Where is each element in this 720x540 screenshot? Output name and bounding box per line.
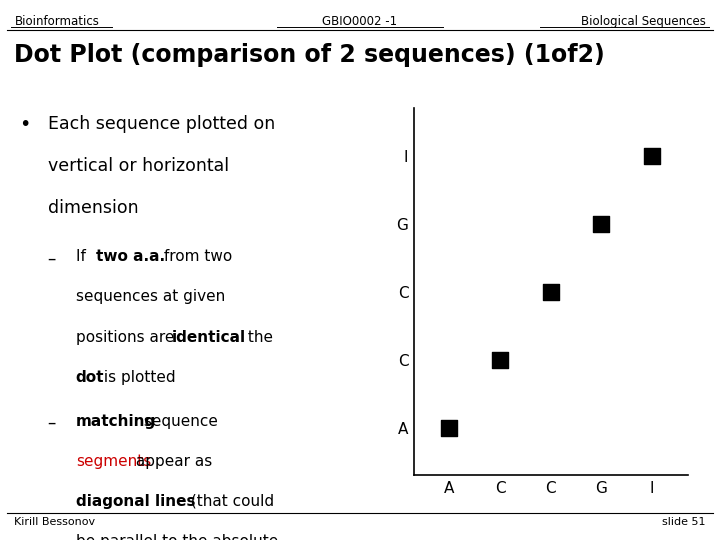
Point xyxy=(495,355,506,364)
Text: Kirill Bessonov: Kirill Bessonov xyxy=(14,517,96,528)
Point xyxy=(444,423,455,432)
Text: dimension: dimension xyxy=(48,199,138,217)
Text: sequence: sequence xyxy=(139,414,217,429)
Text: –: – xyxy=(48,249,56,267)
Text: slide 51: slide 51 xyxy=(662,517,706,528)
Text: GBIO0002 -1: GBIO0002 -1 xyxy=(323,15,397,28)
Text: diagonal lines: diagonal lines xyxy=(76,494,195,509)
Text: vertical or horizontal: vertical or horizontal xyxy=(48,157,229,175)
Text: sequences at given: sequences at given xyxy=(76,289,225,305)
Text: Bioinformatics: Bioinformatics xyxy=(14,15,99,28)
Text: Dot Plot (comparison of 2 sequences) (1of2): Dot Plot (comparison of 2 sequences) (1o… xyxy=(14,43,605,67)
Text: Biological Sequences: Biological Sequences xyxy=(581,15,706,28)
Text: segments: segments xyxy=(76,454,151,469)
Text: –: – xyxy=(48,414,56,432)
Text: (that could: (that could xyxy=(186,494,274,509)
Point xyxy=(595,219,607,228)
Text: be parallel to the absolute: be parallel to the absolute xyxy=(76,534,278,540)
Text: positions are: positions are xyxy=(76,329,179,345)
Text: dot: dot xyxy=(76,369,104,384)
Point xyxy=(647,151,658,160)
Text: matching: matching xyxy=(76,414,156,429)
Text: appear as: appear as xyxy=(130,454,212,469)
Text: the: the xyxy=(243,329,273,345)
Text: two a.a.: two a.a. xyxy=(96,249,166,265)
Text: is plotted: is plotted xyxy=(99,369,176,384)
Point xyxy=(545,287,557,296)
Text: from two: from two xyxy=(159,249,233,265)
Text: •: • xyxy=(19,114,31,134)
Text: Each sequence plotted on: Each sequence plotted on xyxy=(48,114,275,133)
Text: If: If xyxy=(76,249,91,265)
Text: identical: identical xyxy=(171,329,246,345)
